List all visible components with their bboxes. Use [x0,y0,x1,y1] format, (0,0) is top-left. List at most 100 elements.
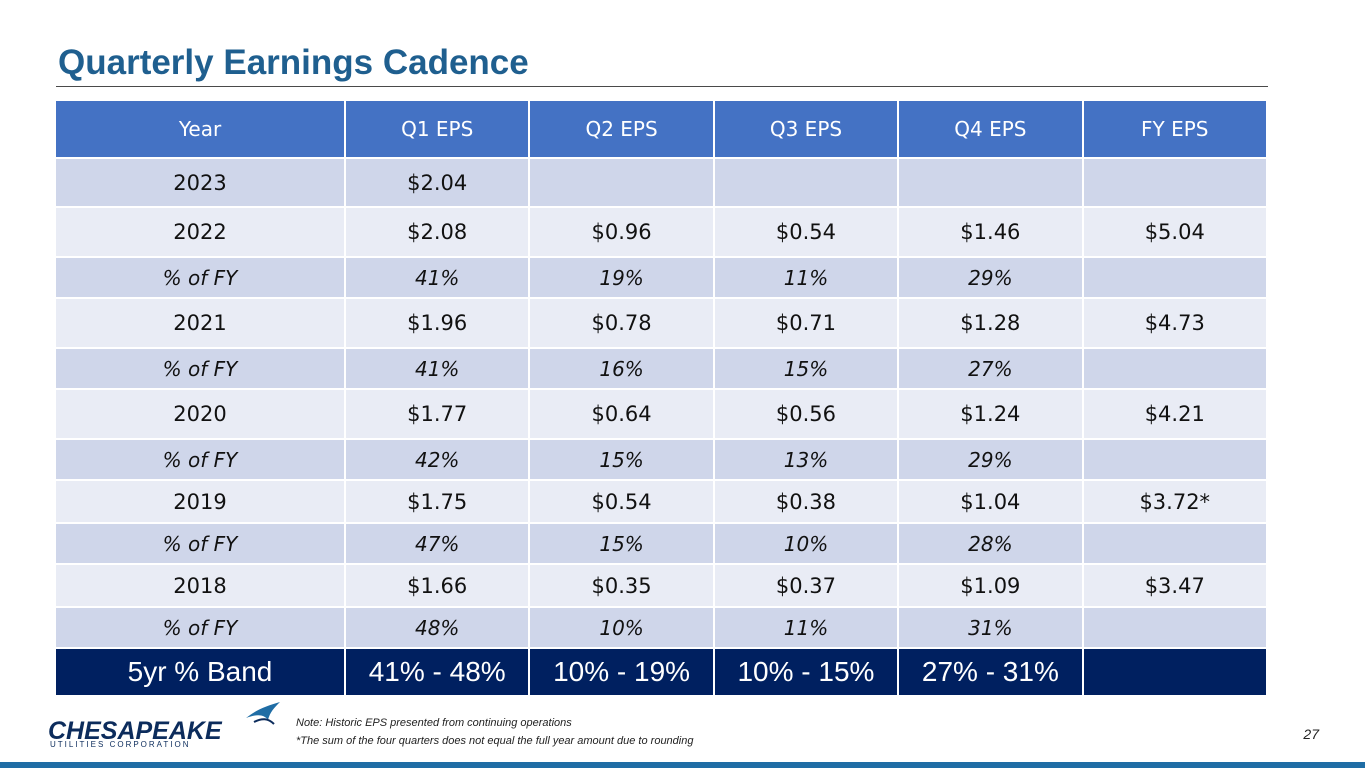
chesapeake-logo: CHESAPEAKE UTILITIES CORPORATION [48,700,288,749]
table-cell: 48% [343,606,531,649]
table-cell: $1.96 [343,297,531,349]
table-cell: $1.24 [897,388,1084,440]
table-row-5yr-band: 5yr % Band 41% - 48% 10% - 19% 10% - 15%… [54,647,1268,697]
table-cell: 41% [343,256,531,299]
table-cell: $2.08 [343,206,531,258]
table-cell: $2.04 [343,157,531,208]
page-title: Quarterly Earnings Cadence [58,43,529,82]
header-q3-eps: Q3 EPS [712,99,900,159]
table-row-2019: 2019 $1.75 $0.54 $0.38 $1.04 $3.72* [54,479,1268,524]
table-cell: 11% [712,256,900,299]
table-cell: $0.71 [712,297,900,349]
title-divider [56,86,1268,87]
table-cell: % of FY [54,522,346,565]
table-cell: 10% - 15% [712,647,900,697]
table-row-pct-2019: % of FY 47% 15% 10% 28% [54,522,1268,565]
table-cell: % of FY [54,347,346,390]
table-cell: 28% [897,522,1084,565]
table-cell: 41% [343,347,531,390]
table-cell: $0.78 [528,297,715,349]
table-cell: $3.47 [1081,563,1268,608]
table-cell: 10% [712,522,900,565]
table-cell: 16% [528,347,715,390]
header-q4-eps: Q4 EPS [897,99,1084,159]
table-cell: $0.64 [528,388,715,440]
table-cell: $0.56 [712,388,900,440]
table-row-pct-2022: % of FY 41% 19% 11% 29% [54,256,1268,299]
table-cell [1081,347,1268,390]
header-fy-eps: FY EPS [1081,99,1268,159]
table-cell: 15% [528,438,715,481]
table-cell: % of FY [54,256,346,299]
table-cell: 5yr % Band [54,647,346,697]
table-cell [528,157,715,208]
table-cell: $1.66 [343,563,531,608]
logo-wordmark: CHESAPEAKE [48,717,222,745]
table-cell: $1.09 [897,563,1084,608]
header-year: Year [54,99,346,159]
table-row-pct-2020: % of FY 42% 15% 13% 29% [54,438,1268,481]
logo-subtitle: UTILITIES CORPORATION [50,740,191,749]
table-cell [712,157,900,208]
table-cell [1081,647,1268,697]
table-row-2023: 2023 $2.04 [54,157,1268,208]
table-cell: 11% [712,606,900,649]
table-cell [1081,256,1268,299]
footer-bar [0,762,1365,768]
table-cell: 31% [897,606,1084,649]
footnotes: Note: Historic EPS presented from contin… [296,714,693,750]
table-cell: 29% [897,438,1084,481]
table-cell: $4.73 [1081,297,1268,349]
table-cell: $5.04 [1081,206,1268,258]
table-header-row: Year Q1 EPS Q2 EPS Q3 EPS Q4 EPS FY EPS [54,99,1268,159]
table-cell: $0.54 [712,206,900,258]
bird-icon [246,702,280,725]
table-cell: $1.75 [343,479,531,524]
table-cell: $4.21 [1081,388,1268,440]
table-cell: 27% [897,347,1084,390]
table-cell: $1.46 [897,206,1084,258]
table-cell [1081,157,1268,208]
table-cell: 15% [712,347,900,390]
table-cell: $0.54 [528,479,715,524]
table-cell: $0.37 [712,563,900,608]
table-cell: 13% [712,438,900,481]
table-cell: 47% [343,522,531,565]
table-cell: $0.96 [528,206,715,258]
table-cell: $1.28 [897,297,1084,349]
table-row-pct-2021: % of FY 41% 16% 15% 27% [54,347,1268,390]
table-cell: 41% - 48% [343,647,531,697]
table-cell: 27% - 31% [897,647,1084,697]
header-q2-eps: Q2 EPS [528,99,715,159]
table-row-2021: 2021 $1.96 $0.78 $0.71 $1.28 $4.73 [54,297,1268,349]
table-row-2022: 2022 $2.08 $0.96 $0.54 $1.46 $5.04 [54,206,1268,258]
table-row-2018: 2018 $1.66 $0.35 $0.37 $1.09 $3.47 [54,563,1268,608]
table-cell: 29% [897,256,1084,299]
table-cell: 2020 [54,388,346,440]
eps-table: Year Q1 EPS Q2 EPS Q3 EPS Q4 EPS FY EPS … [54,99,1268,697]
table-cell [1081,606,1268,649]
table-cell: 15% [528,522,715,565]
table-cell: $0.35 [528,563,715,608]
footnote-continuing-operations: Note: Historic EPS presented from contin… [296,717,572,729]
table-cell: 19% [528,256,715,299]
table-cell: $0.38 [712,479,900,524]
table-row-2020: 2020 $1.77 $0.64 $0.56 $1.24 $4.21 [54,388,1268,440]
table-cell: 2023 [54,157,346,208]
page-number: 27 [1303,726,1319,742]
table-cell: 42% [343,438,531,481]
table-cell [1081,522,1268,565]
table-cell: 2022 [54,206,346,258]
table-cell: 2018 [54,563,346,608]
table-row-pct-2018: % of FY 48% 10% 11% 31% [54,606,1268,649]
table-cell: 2021 [54,297,346,349]
table-cell: $3.72* [1081,479,1268,524]
table-cell [897,157,1084,208]
table-cell: 2019 [54,479,346,524]
table-cell: 10% - 19% [528,647,715,697]
table-cell [1081,438,1268,481]
footnote-rounding: *The sum of the four quarters does not e… [296,735,694,747]
table-cell: 10% [528,606,715,649]
table-cell: % of FY [54,606,346,649]
table-cell: % of FY [54,438,346,481]
